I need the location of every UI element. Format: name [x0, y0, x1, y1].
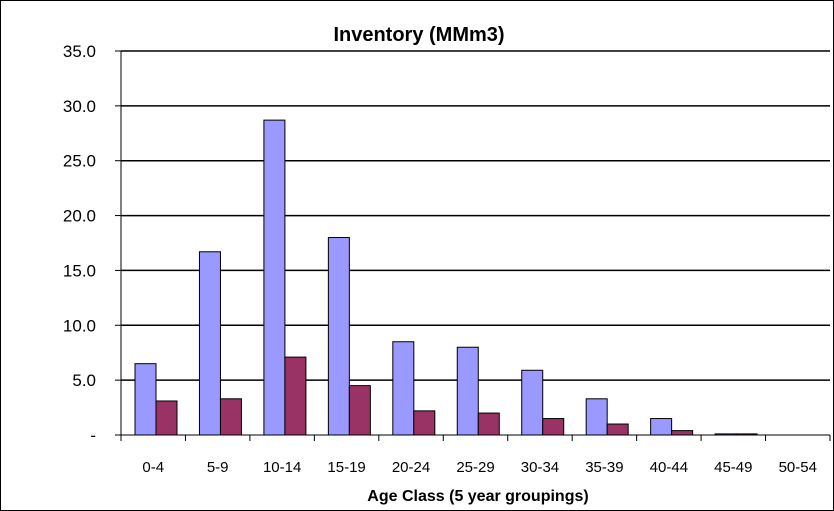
- bar-30-34-series1: [522, 370, 543, 435]
- bar-5-9-series1: [199, 252, 220, 435]
- x-tick-label: 40-44: [650, 459, 688, 476]
- y-tick-label: 30.0: [63, 97, 96, 116]
- y-tick-label: 25.0: [63, 152, 96, 171]
- bar-10-14-series2: [285, 357, 306, 435]
- x-tick-label: 50-54: [779, 459, 817, 476]
- bar-0-4-series2: [156, 401, 177, 435]
- x-tick-label: 10-14: [263, 459, 301, 476]
- y-tick-label: 35.0: [63, 42, 96, 61]
- x-tick-labels: 0-4 5-9 10-14 15-19 20-24 25-29 30-34 35-39 40-4…: [142, 459, 817, 476]
- bar-40-44-series1: [651, 419, 672, 435]
- x-tick-label: 45-49: [714, 459, 752, 476]
- bar-0-4-series1: [135, 364, 156, 435]
- x-tick-label: 25-29: [456, 459, 494, 476]
- y-tick-label: 20.0: [63, 207, 96, 226]
- y-tick-label: -: [90, 426, 96, 445]
- x-tick-label: 35-39: [585, 459, 623, 476]
- bar-25-29-series2: [478, 413, 499, 435]
- bar-15-19-series1: [328, 238, 349, 435]
- bar-35-39-series1: [586, 399, 607, 435]
- x-tick-label: 5-9: [207, 459, 229, 476]
- y-tick-labels: - 5.0 10.0 15.0 20.0 25.0 30.0 35.0: [63, 42, 96, 445]
- bar-35-39-series2: [607, 424, 628, 435]
- y-tick-label: 15.0: [63, 261, 96, 280]
- x-tick-label: 15-19: [327, 459, 365, 476]
- bar-25-29-series1: [457, 347, 478, 435]
- bar-40-44-series2: [672, 431, 693, 435]
- x-tick-label: 0-4: [142, 459, 164, 476]
- bars: [135, 120, 757, 435]
- bar-5-9-series2: [220, 399, 241, 435]
- x-tick-label: 20-24: [392, 459, 430, 476]
- bar-20-24-series2: [414, 411, 435, 435]
- y-tick-label: 10.0: [63, 316, 96, 335]
- bar-10-14-series1: [264, 120, 285, 435]
- x-axis-title: Age Class (5 year groupings): [367, 488, 588, 505]
- chart-title: Inventory (MMm3): [333, 24, 504, 46]
- y-tick-label: 5.0: [72, 371, 96, 390]
- gridlines: [121, 51, 830, 380]
- bar-30-34-series2: [543, 419, 564, 435]
- x-tick-label: 30-34: [521, 459, 559, 476]
- bar-20-24-series1: [393, 342, 414, 435]
- bar-15-19-series2: [349, 386, 370, 435]
